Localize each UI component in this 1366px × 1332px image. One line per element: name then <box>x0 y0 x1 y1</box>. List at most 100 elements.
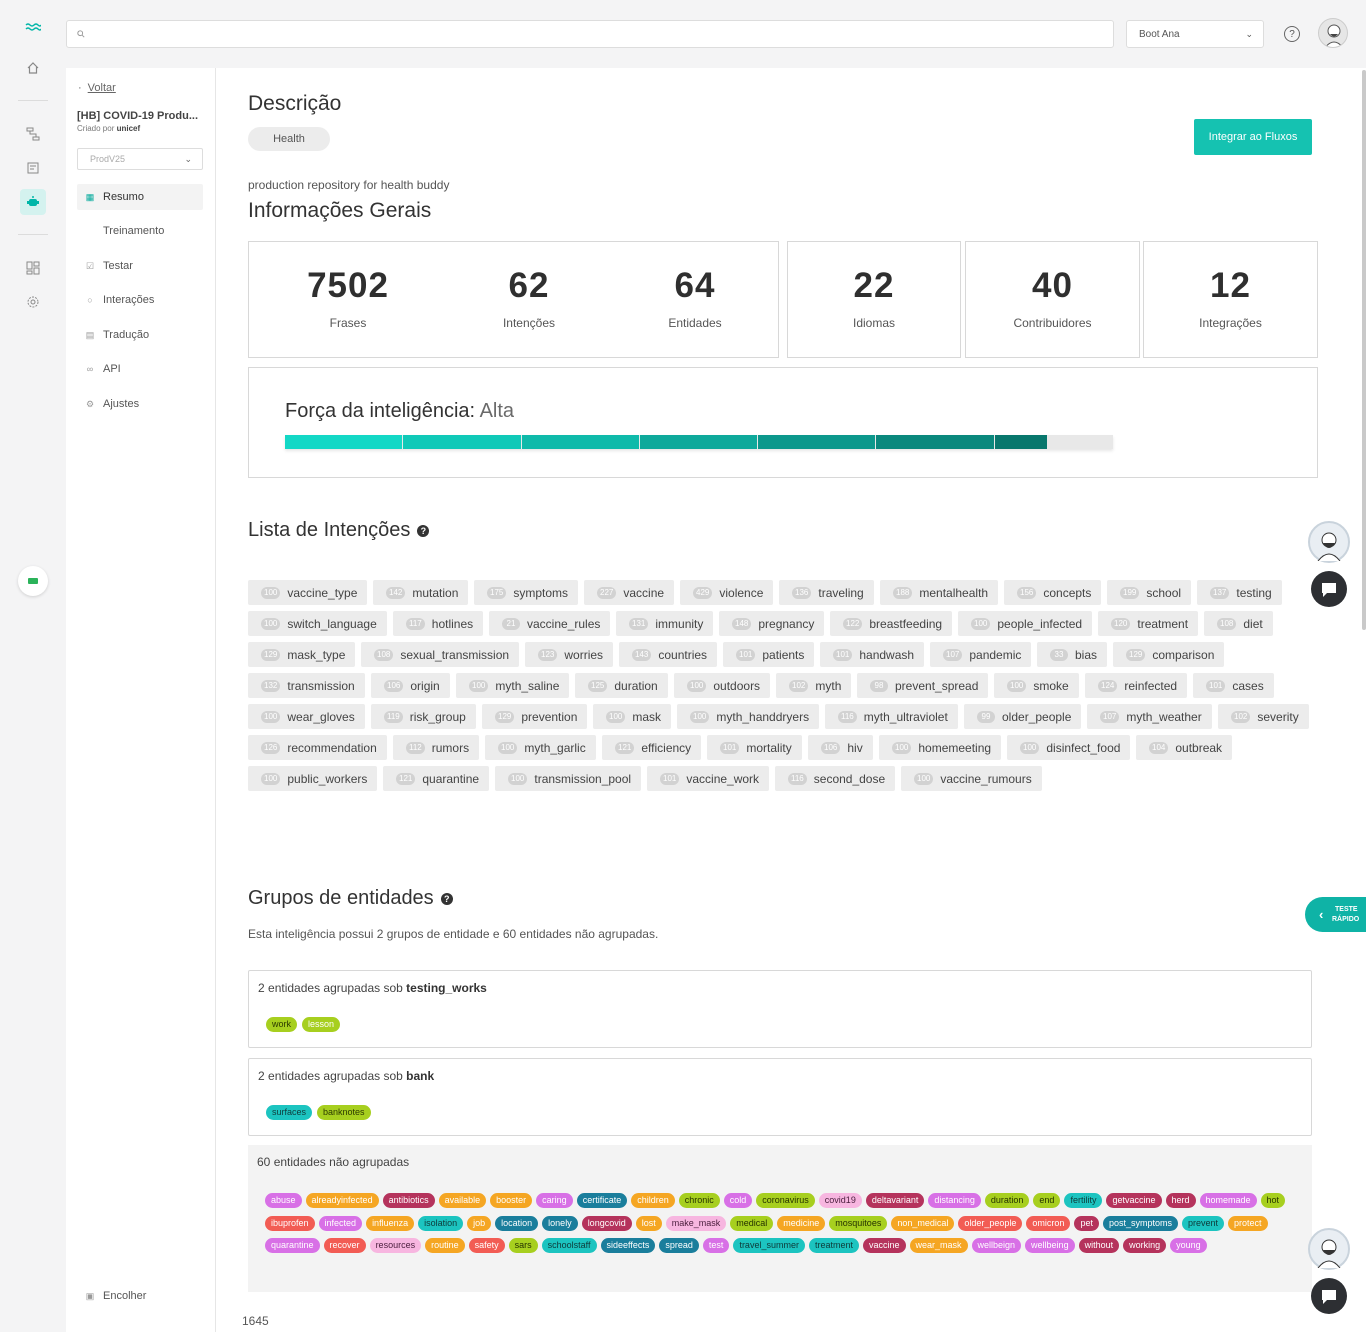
entity-tag[interactable]: covid19 <box>818 1193 862 1208</box>
keyboard-icon[interactable] <box>18 566 48 596</box>
entity-tag[interactable]: influenza <box>366 1215 415 1231</box>
sidebar-item-interacoes[interactable]: ○ Interações <box>77 287 203 313</box>
intent-chip[interactable]: 101 mortality <box>707 735 802 760</box>
intent-chip[interactable]: 126 recommendation <box>248 735 387 760</box>
entity-tag[interactable]: medical <box>730 1215 774 1231</box>
intent-chip[interactable]: 117 hotlines <box>393 611 484 636</box>
flow-icon[interactable] <box>20 121 46 147</box>
intent-chip[interactable]: 106 hiv <box>808 735 873 760</box>
entity-tag[interactable]: non_medical <box>891 1215 955 1231</box>
entity-tag[interactable]: pet <box>1074 1215 1099 1231</box>
intent-chip[interactable]: 98 prevent_spread <box>857 673 989 698</box>
entity-tag[interactable]: caring <box>536 1193 573 1208</box>
intent-chip[interactable]: 106 origin <box>371 673 450 698</box>
entity-tag[interactable]: available <box>438 1193 487 1208</box>
entity-tag[interactable]: test <box>702 1238 730 1253</box>
entity-tag[interactable]: alreadyinfected <box>305 1193 379 1208</box>
intent-chip[interactable]: 102 myth <box>776 673 852 698</box>
intent-chip[interactable]: 112 rumors <box>393 735 480 760</box>
intent-chip[interactable]: 100 disinfect_food <box>1007 735 1131 760</box>
entity-tag[interactable]: deltavariant <box>865 1193 925 1208</box>
entity-tag[interactable]: cold <box>723 1193 753 1208</box>
sidebar-item-resumo[interactable]: ▦ Resumo <box>77 184 203 210</box>
avatar[interactable] <box>1318 18 1348 48</box>
intent-chip[interactable]: 21 vaccine_rules <box>489 611 611 636</box>
bot-icon[interactable] <box>20 189 46 215</box>
intent-chip[interactable]: 125 duration <box>575 673 668 698</box>
entity-tag[interactable]: quarantine <box>265 1238 320 1253</box>
intent-chip[interactable]: 429 violence <box>680 580 774 605</box>
intent-chip[interactable]: 99 older_people <box>964 704 1082 729</box>
intent-chip[interactable]: 100 wear_gloves <box>248 704 365 729</box>
sidebar-item-testar[interactable]: ☑ Testar <box>77 253 203 279</box>
entity-tag[interactable]: resources <box>369 1238 422 1253</box>
entity-tag[interactable]: omicron <box>1026 1215 1071 1231</box>
entity-tag[interactable]: protect <box>1228 1215 1268 1231</box>
intent-chip[interactable]: 136 traveling <box>779 580 874 605</box>
entity-tag[interactable]: spread <box>659 1238 699 1253</box>
intent-chip[interactable]: 100 smoke <box>994 673 1079 698</box>
intent-chip[interactable]: 123 worries <box>525 642 614 667</box>
entity-tag[interactable]: wear_mask <box>909 1238 968 1253</box>
entity-tag[interactable]: lost <box>635 1215 662 1231</box>
intent-chip[interactable]: 129 mask_type <box>248 642 356 667</box>
intent-chip[interactable]: 227 vaccine <box>584 580 675 605</box>
intent-chip[interactable]: 101 patients <box>723 642 815 667</box>
entity-tag[interactable]: banknotes <box>317 1105 371 1120</box>
help-icon[interactable]: ? <box>1284 26 1300 42</box>
entity-tag[interactable]: distancing <box>928 1193 981 1208</box>
entity-tag[interactable]: surfaces <box>266 1105 313 1120</box>
entity-tag[interactable]: travel_summer <box>733 1238 805 1253</box>
entity-tag[interactable]: booster <box>490 1193 533 1208</box>
intent-chip[interactable]: 100 switch_language <box>248 611 387 636</box>
intent-chip[interactable]: 143 countries <box>619 642 718 667</box>
intent-chip[interactable]: 33 bias <box>1037 642 1108 667</box>
intent-chip[interactable]: 175 symptoms <box>474 580 579 605</box>
intent-chip[interactable]: 100 mask <box>593 704 672 729</box>
intent-chip[interactable]: 108 sexual_transmission <box>361 642 520 667</box>
entity-tag[interactable]: schoolstaff <box>541 1238 597 1253</box>
sidebar-item-api[interactable]: ∞ API <box>77 356 203 382</box>
collapse-button[interactable]: ▣ Encolher <box>77 1290 147 1302</box>
intent-chip[interactable]: 108 diet <box>1204 611 1273 636</box>
entity-tag[interactable]: post_symptoms <box>1102 1215 1178 1231</box>
intent-chip[interactable]: 199 school <box>1107 580 1192 605</box>
search-input[interactable] <box>91 27 1113 41</box>
entity-tag[interactable]: make_mask <box>665 1215 727 1231</box>
intent-chip[interactable]: 148 pregnancy <box>719 611 825 636</box>
bot-avatar-button[interactable] <box>1308 1228 1350 1270</box>
entity-tag[interactable]: sars <box>508 1238 538 1253</box>
intent-chip[interactable]: 121 efficiency <box>602 735 702 760</box>
intent-chip[interactable]: 100 myth_handdryers <box>677 704 820 729</box>
chat-icon[interactable] <box>1311 571 1347 607</box>
intent-chip[interactable]: 188 mentalhealth <box>880 580 999 605</box>
intent-chip[interactable]: 107 myth_weather <box>1087 704 1212 729</box>
quick-test-button[interactable]: ‹ TESTE RÁPIDO <box>1305 897 1366 932</box>
scrollbar[interactable] <box>1362 70 1366 630</box>
notes-icon[interactable] <box>20 155 46 181</box>
sidebar-item-treinamento[interactable]: Treinamento <box>77 218 203 244</box>
entity-tag[interactable]: lesson <box>302 1017 341 1032</box>
intent-chip[interactable]: 137 testing <box>1197 580 1282 605</box>
entity-tag[interactable]: wellbeign <box>971 1238 1022 1253</box>
entity-tag[interactable]: lonely <box>542 1215 578 1231</box>
entity-tag[interactable]: longcovid <box>581 1215 632 1231</box>
intent-chip[interactable]: 101 vaccine_work <box>647 766 770 791</box>
intent-chip[interactable]: 102 severity <box>1218 704 1309 729</box>
entity-tag[interactable]: work <box>266 1017 298 1032</box>
intent-chip[interactable]: 100 transmission_pool <box>495 766 642 791</box>
entity-tag[interactable]: wellbeing <box>1025 1238 1075 1253</box>
intent-chip[interactable]: 132 transmission <box>248 673 365 698</box>
help-icon[interactable]: ? <box>440 892 453 905</box>
intent-chip[interactable]: 116 second_dose <box>775 766 896 791</box>
intent-chip[interactable]: 104 outbreak <box>1136 735 1233 760</box>
entity-tag[interactable]: antibiotics <box>382 1193 435 1208</box>
version-select[interactable]: ProdV25 ⌄ <box>77 148 203 170</box>
intent-chip[interactable]: 100 vaccine_rumours <box>901 766 1042 791</box>
intent-chip[interactable]: 131 immunity <box>616 611 714 636</box>
intent-chip[interactable]: 100 myth_garlic <box>485 735 596 760</box>
intent-chip[interactable]: 107 pandemic <box>930 642 1032 667</box>
intent-chip[interactable]: 120 treatment <box>1098 611 1199 636</box>
sidebar-item-ajustes[interactable]: ⚙ Ajustes <box>77 391 203 417</box>
back-link[interactable]: · Voltar <box>78 82 116 94</box>
